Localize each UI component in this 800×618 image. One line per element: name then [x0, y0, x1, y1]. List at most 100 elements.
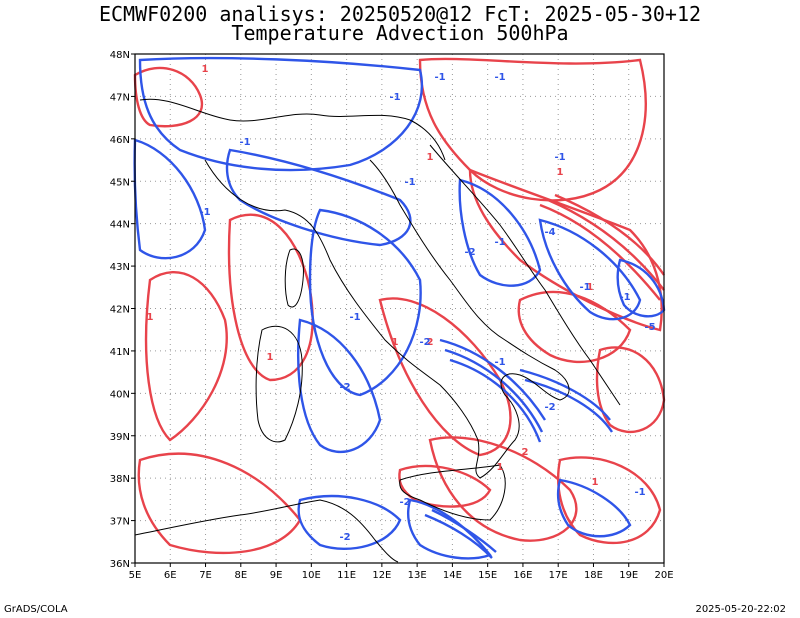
positive-contour-label: 2 [427, 337, 434, 348]
negative-contour-label: -1 [389, 92, 400, 103]
lon-tick-label: 13E [408, 570, 427, 581]
lat-tick-label: 42N [110, 305, 130, 316]
chart-title: ECMWF0200 analisys: 20250520@12 FcT: 202… [98, 2, 702, 26]
lat-tick-label: 43N [110, 262, 130, 273]
lat-tick-label: 41N [110, 347, 130, 358]
warm-band-adriatic-2 [547, 198, 665, 291]
cold-contour-se [616, 258, 666, 318]
positive-advection-contours [133, 57, 666, 555]
lat-tick-label: 40N [110, 389, 130, 400]
warm-contour-sardinia-west [144, 270, 228, 442]
cold-band-puglia-1 [439, 338, 547, 421]
cold-contour-central [308, 208, 422, 397]
africa-coastline [134, 499, 399, 563]
warm-contour-ionian [428, 436, 578, 542]
footer-credit: GrADS/COLA [4, 604, 68, 615]
warm-band-adriatic-3 [554, 193, 665, 276]
cold-contour-sicily-south [406, 498, 492, 560]
sardinia-coastline [255, 325, 303, 443]
lat-tick-label: 48N [110, 50, 130, 61]
warm-contour-calabria [378, 297, 512, 457]
negative-contour-label: -2 [339, 532, 350, 543]
lat-tick-label: 36N [110, 559, 130, 570]
lon-tick-label: 6E [164, 570, 177, 581]
cold-band-puglia-5 [524, 378, 614, 433]
lon-tick-label: 7E [199, 570, 212, 581]
balkan-coastline [429, 144, 621, 406]
coastlines [134, 98, 621, 563]
footer-timestamp: 2025-05-20-22:02 [695, 604, 786, 615]
warm-contour-se [557, 456, 662, 545]
lon-tick-label: 15E [478, 570, 497, 581]
warm-contour-adriatic [468, 168, 663, 332]
negative-contour-label: -2 [419, 337, 430, 348]
cold-contour-tyrrhenian [297, 318, 382, 454]
negative-contour-label: -2 [339, 382, 350, 393]
contour-labels: 11112112111-1-1-1-1-1-1-2-1-1-2-2-1-1-4-… [147, 64, 656, 543]
negative-advection-contours [133, 56, 666, 560]
lon-tick-label: 8E [234, 570, 247, 581]
cold-band-puglia-4 [519, 368, 611, 421]
lat-tick-label: 37N [110, 517, 130, 528]
negative-contour-label: -1 [634, 487, 645, 498]
lat-tick-label: 46N [110, 135, 130, 146]
cold-contour-alps [138, 56, 423, 172]
alps-borders [139, 98, 446, 161]
warm-contour-tyrrhenian [227, 213, 314, 382]
lon-tick-label: 20E [654, 570, 673, 581]
longitude-axis: 5E 6E 7E 8E 9E 10E 11E 12E 13E 14E 15E 16E 17E 18E 19E… [129, 563, 674, 581]
warm-contour-nw [133, 66, 204, 128]
sicily-coastline [399, 464, 506, 521]
negative-contour-label: -1 [494, 237, 505, 248]
negative-contour-label: -1 [554, 152, 565, 163]
lon-tick-label: 10E [302, 570, 321, 581]
cold-band-sicily-2 [431, 508, 497, 553]
lon-tick-label: 17E [549, 570, 568, 581]
negative-contour-label: -1 [239, 137, 250, 148]
latitude-axis: 36N 37N 38N 39N 40N 41N 42N 43N 44N 45N 46N 47N 48N [110, 50, 135, 570]
lon-tick-label: 19E [619, 570, 638, 581]
warm-contour-east [595, 346, 666, 434]
lat-tick-label: 45N [110, 177, 130, 188]
warm-band-adriatic-1 [539, 203, 661, 301]
negative-contour-label: -4 [544, 227, 555, 238]
lat-tick-label: 44N [110, 220, 130, 231]
italy-coastline [204, 159, 570, 479]
cold-contour-balkan [538, 218, 642, 321]
lon-tick-label: 16E [513, 570, 532, 581]
cold-band-puglia-3 [449, 358, 542, 443]
positive-contour-label: 1 [592, 477, 599, 488]
lon-tick-label: 11E [337, 570, 356, 581]
negative-contour-label: -1 [579, 282, 590, 293]
lon-tick-label: 12E [372, 570, 391, 581]
negative-contour-label: -1 [349, 312, 360, 323]
positive-contour-label: 1 [392, 337, 399, 348]
lat-tick-label: 47N [110, 92, 130, 103]
lat-tick-label: 39N [110, 432, 130, 443]
negative-contour-label: -1 [619, 292, 630, 303]
lon-tick-label: 14E [443, 570, 462, 581]
lat-tick-label: 38N [110, 474, 130, 485]
cold-contour-ionian [556, 478, 632, 538]
negative-contour-label: -1 [494, 357, 505, 368]
positive-contour-label: 1 [427, 152, 434, 163]
positive-contour-label: 1 [202, 64, 209, 75]
cold-contour-po [225, 148, 412, 247]
negative-contour-label: -5 [644, 322, 655, 333]
positive-contour-label: 1 [267, 352, 274, 363]
positive-contour-label: 1 [587, 282, 594, 293]
cold-band-sicily-1 [424, 513, 493, 559]
negative-contour-label: -2 [464, 247, 475, 258]
negative-contour-label: -1 [199, 207, 210, 218]
negative-contour-label: -1 [494, 72, 505, 83]
negative-contour-label: -1 [434, 72, 445, 83]
lon-tick-label: 9E [270, 570, 283, 581]
lon-tick-label: 5E [129, 570, 142, 581]
lon-tick-label: 18E [584, 570, 603, 581]
cold-contour-adriatic-north [458, 178, 542, 287]
cold-contour-south [297, 494, 402, 550]
positive-contour-label: 1 [147, 312, 154, 323]
positive-contour-label: 1 [497, 462, 504, 473]
positive-contour-label: 1 [557, 167, 564, 178]
